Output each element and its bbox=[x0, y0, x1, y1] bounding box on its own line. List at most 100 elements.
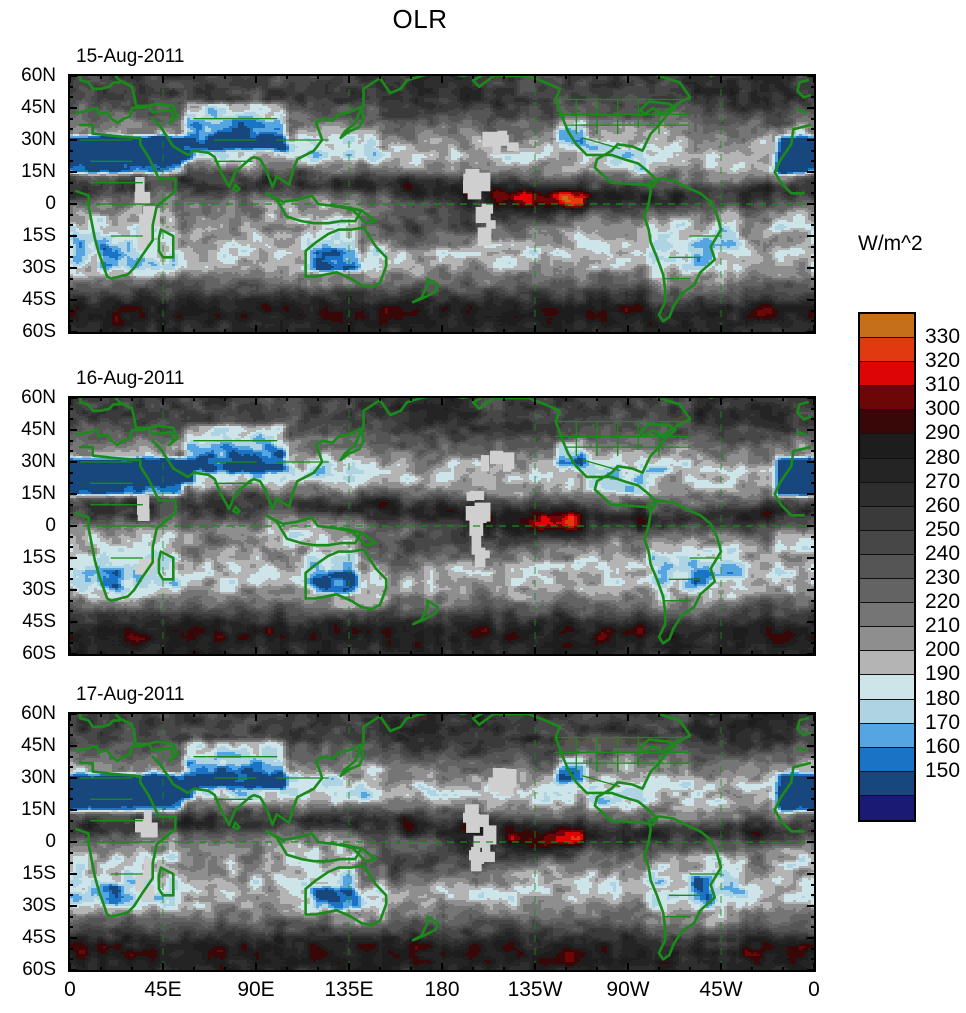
x-tick-minor bbox=[379, 967, 381, 972]
colorbar-band bbox=[860, 338, 914, 363]
x-tick-minor bbox=[658, 329, 660, 334]
x-tick-major bbox=[441, 712, 443, 721]
y-axis-label: 30S bbox=[0, 895, 56, 917]
colorbar-tick-label: 210 bbox=[925, 614, 960, 638]
y-tick-major bbox=[807, 873, 816, 875]
x-tick-major bbox=[627, 712, 629, 721]
y-tick-minor bbox=[811, 723, 816, 726]
y-axis-label: 45S bbox=[0, 289, 56, 311]
x-tick-minor bbox=[596, 967, 598, 972]
y-tick-minor bbox=[68, 894, 73, 897]
y-tick-major bbox=[68, 493, 77, 495]
x-tick-minor bbox=[782, 329, 784, 334]
x-tick-minor bbox=[472, 329, 474, 334]
x-tick-minor bbox=[317, 712, 319, 717]
y-axis-label: 0 bbox=[0, 831, 56, 853]
x-tick-minor bbox=[224, 967, 226, 972]
x-tick-minor bbox=[410, 967, 412, 972]
x-axis-label: 180 bbox=[424, 978, 459, 1002]
y-tick-minor bbox=[68, 160, 73, 163]
y-axis-label: 15S bbox=[0, 225, 56, 247]
panel-title: 17-Aug-2011 bbox=[76, 684, 184, 706]
x-tick-major bbox=[162, 325, 164, 334]
y-tick-minor bbox=[811, 915, 816, 918]
colorbar-band bbox=[860, 795, 914, 820]
x-tick-major bbox=[813, 396, 815, 405]
y-tick-minor bbox=[68, 181, 73, 184]
y-tick-minor bbox=[68, 256, 73, 259]
x-tick-minor bbox=[658, 967, 660, 972]
x-tick-minor bbox=[317, 329, 319, 334]
y-axis-label: 15S bbox=[0, 863, 56, 885]
y-tick-major bbox=[68, 461, 77, 463]
x-tick-major bbox=[720, 963, 722, 972]
y-tick-major bbox=[807, 557, 816, 559]
x-tick-major bbox=[813, 963, 815, 972]
x-tick-minor bbox=[410, 651, 412, 656]
x-tick-minor bbox=[224, 329, 226, 334]
y-axis-label: 45N bbox=[0, 419, 56, 441]
x-tick-minor bbox=[565, 329, 567, 334]
colorbar-tick-label: 310 bbox=[925, 373, 960, 397]
y-tick-major bbox=[68, 841, 77, 843]
x-tick-major bbox=[813, 712, 815, 721]
y-tick-minor bbox=[811, 418, 816, 421]
x-tick-minor bbox=[410, 74, 412, 79]
x-tick-minor bbox=[751, 651, 753, 656]
y-tick-minor bbox=[68, 192, 73, 195]
x-tick-major bbox=[627, 647, 629, 656]
y-tick-minor bbox=[68, 642, 73, 645]
x-tick-minor bbox=[472, 74, 474, 79]
y-tick-major bbox=[68, 299, 77, 301]
y-tick-major bbox=[807, 461, 816, 463]
y-tick-minor bbox=[811, 787, 816, 790]
x-tick-major bbox=[162, 396, 164, 405]
colorbar-band bbox=[860, 579, 914, 604]
y-tick-minor bbox=[68, 309, 73, 312]
y-axis-label: 15S bbox=[0, 547, 56, 569]
y-axis-label: 60S bbox=[0, 321, 56, 343]
y-tick-major bbox=[807, 331, 816, 333]
x-tick-minor bbox=[193, 74, 195, 79]
x-tick-minor bbox=[193, 967, 195, 972]
x-tick-minor bbox=[565, 712, 567, 717]
x-tick-minor bbox=[100, 396, 102, 401]
y-axis-label: 15N bbox=[0, 799, 56, 821]
y-tick-minor bbox=[811, 546, 816, 549]
y-tick-major bbox=[807, 809, 816, 811]
colorbar-band bbox=[860, 530, 914, 555]
x-tick-major bbox=[162, 647, 164, 656]
x-tick-minor bbox=[224, 396, 226, 401]
y-tick-minor bbox=[811, 439, 816, 442]
x-tick-minor bbox=[193, 396, 195, 401]
x-tick-minor bbox=[503, 967, 505, 972]
y-axis-label: 60N bbox=[0, 387, 56, 409]
y-tick-major bbox=[807, 235, 816, 237]
x-tick-minor bbox=[286, 396, 288, 401]
y-tick-major bbox=[68, 745, 77, 747]
panel-title: 15-Aug-2011 bbox=[76, 46, 184, 68]
y-tick-minor bbox=[811, 567, 816, 570]
coastline-overlay bbox=[70, 76, 814, 332]
y-tick-minor bbox=[811, 407, 816, 410]
y-tick-minor bbox=[811, 535, 816, 538]
x-tick-major bbox=[69, 963, 71, 972]
y-tick-major bbox=[68, 75, 77, 77]
x-tick-minor bbox=[131, 712, 133, 717]
colorbar-band bbox=[860, 675, 914, 700]
y-tick-major bbox=[68, 589, 77, 591]
y-tick-minor bbox=[811, 798, 816, 801]
coastline-overlay bbox=[70, 714, 814, 970]
y-tick-major bbox=[807, 969, 816, 971]
y-tick-major bbox=[68, 713, 77, 715]
y-tick-major bbox=[807, 493, 816, 495]
y-axis-label: 15N bbox=[0, 483, 56, 505]
y-tick-minor bbox=[68, 471, 73, 474]
x-tick-minor bbox=[193, 651, 195, 656]
y-tick-major bbox=[807, 107, 816, 109]
y-tick-minor bbox=[811, 734, 816, 737]
x-tick-minor bbox=[286, 74, 288, 79]
colorbar-tick-label: 220 bbox=[925, 590, 960, 614]
x-tick-major bbox=[720, 74, 722, 83]
y-tick-minor bbox=[811, 128, 816, 131]
